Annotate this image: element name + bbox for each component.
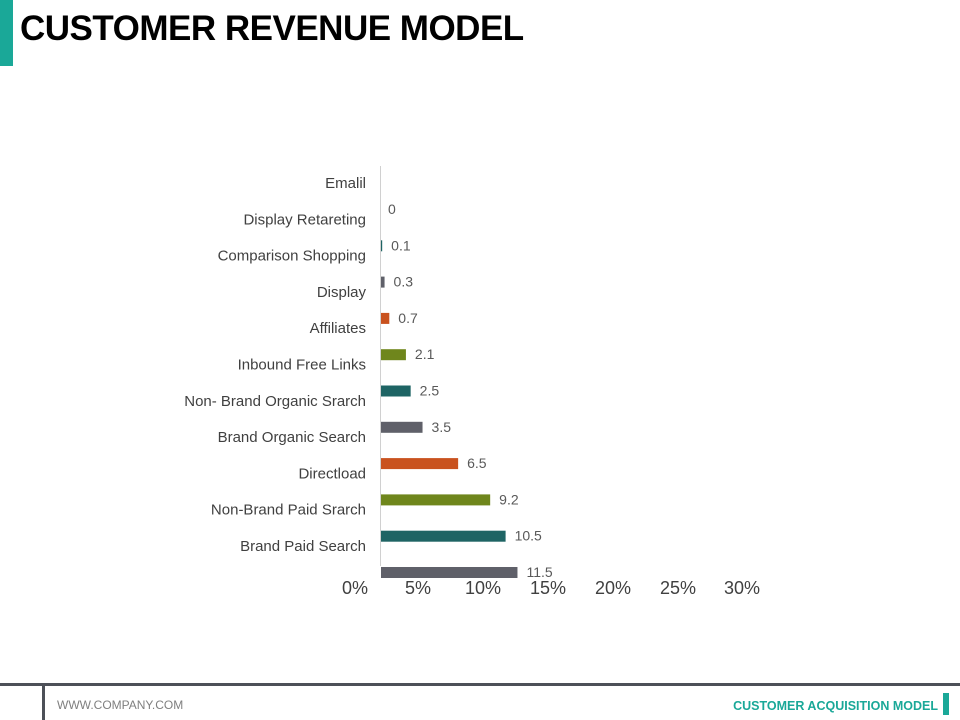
- value-label: 2.5: [420, 383, 440, 399]
- title-accent-bar: [0, 0, 13, 66]
- bar: [381, 458, 459, 470]
- bar: [381, 385, 411, 397]
- category-label: Emalil: [325, 175, 366, 192]
- bar: [381, 530, 506, 542]
- bar: [381, 421, 423, 433]
- category-label: Inbound Free Links: [238, 357, 366, 374]
- footer-divider: [0, 683, 960, 686]
- value-label: 2.1: [415, 346, 435, 362]
- bar: [381, 494, 491, 506]
- category-label: Directload: [298, 465, 366, 482]
- x-tick-label: 25%: [660, 578, 696, 598]
- bar: [381, 276, 385, 288]
- x-tick-label: 10%: [465, 578, 501, 598]
- x-tick-label: 5%: [405, 578, 431, 598]
- category-label: Non- Brand Organic Srarch: [184, 393, 366, 410]
- value-label: 9.2: [499, 491, 519, 507]
- bar: [381, 349, 406, 361]
- page-title: CUSTOMER REVENUE MODEL: [20, 9, 524, 48]
- value-label: 3.5: [432, 419, 452, 435]
- category-label: Non-Brand Paid Srarch: [211, 502, 366, 519]
- value-label: 0.1: [391, 237, 411, 253]
- bar: [381, 312, 390, 324]
- x-tick-label: 30%: [724, 578, 760, 598]
- bar: [381, 240, 383, 252]
- category-label: Display: [317, 284, 367, 301]
- x-tick-label: 0%: [342, 578, 368, 598]
- value-label: 0.3: [394, 274, 414, 290]
- category-label: Display Retareting: [243, 211, 366, 228]
- footer-right-accent: [943, 693, 949, 715]
- category-label: Affiliates: [310, 320, 366, 337]
- bar-chart: Emalil Display Retareting Comparison Shopp…: [184, 166, 760, 598]
- category-label: Brand Paid Search: [240, 538, 366, 555]
- x-tick-label: 20%: [595, 578, 631, 598]
- category-label: Brand Organic Search: [218, 429, 366, 446]
- footer-section-title: CUSTOMER ACQUISITION MODEL: [733, 699, 938, 713]
- value-label: 0: [388, 201, 396, 217]
- value-label: 0.7: [398, 310, 418, 326]
- bar: [381, 567, 518, 578]
- value-label: 11.5: [526, 564, 552, 580]
- footer-left-accent: [42, 686, 45, 720]
- value-label: 6.5: [467, 455, 487, 471]
- footer-url: WWW.COMPANY.COM: [57, 698, 184, 712]
- category-label: Comparison Shopping: [218, 248, 366, 265]
- x-tick-label: 15%: [530, 578, 566, 598]
- value-label: 10.5: [515, 528, 542, 544]
